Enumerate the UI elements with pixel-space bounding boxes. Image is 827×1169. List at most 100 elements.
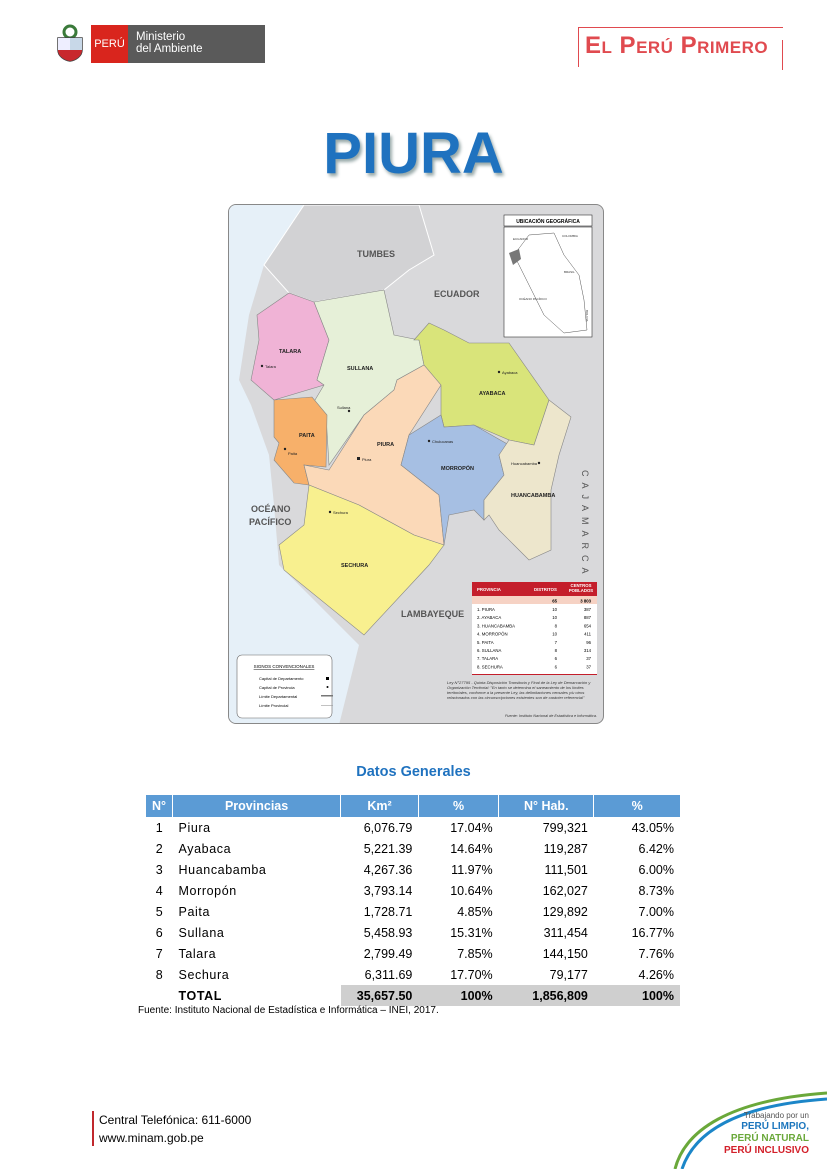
table-row: 2 Ayabaca 5,221.39 14.64% 119,287 6.42% [146,838,680,859]
map-table-cell: 5. PAITA [477,640,494,645]
table-cell: 7.00% [638,904,674,919]
label-pacifico: PACÍFICO [249,517,291,527]
table-row: 8 Sechura 6,311.69 17.70% 79,177 4.26% [146,964,680,985]
table-cell: 2 [155,841,163,856]
table-cell: 6,311.69 [364,967,413,982]
map-table-cell: 37 [586,664,591,669]
label-sullana: SULLANA [347,366,373,372]
total-cell: 100% [593,985,680,1006]
label-ecuador: ECUADOR [434,289,480,299]
table-cell: 5,221.39 [363,841,413,856]
map-table-cell: 8 [555,623,558,628]
table-cell: 8 [155,967,163,982]
table-cell: Paita [178,904,211,919]
el-peru-primero-logo: El Perú Primero [578,27,783,70]
col-header: Km² [340,795,419,817]
svg-text:UBICACIÓN GEOGRÁFICA: UBICACIÓN GEOGRÁFICA [516,217,580,225]
col-header: Provincias [172,795,342,817]
province-huancabamba [483,399,572,561]
map-table-cell: 314 [584,648,592,653]
map-table-cell: 6 [555,656,558,661]
table-cell: 15.31% [450,925,493,940]
table-cell: 4,267.36 [363,862,413,877]
districts-table: PROVINCIA DISTRITOS CENTROS POBLADOS 65 … [472,582,597,675]
map-table-header: CENTROS POBLADOS [568,583,594,593]
table-cell: 17.04% [450,820,493,835]
label-paita: PAITA [299,433,315,439]
svg-text:Ayabaca: Ayabaca [502,370,518,375]
table-cell: 162,027 [542,883,588,898]
map-table-cell: 6 [555,664,558,669]
table-cell: Sechura [178,967,230,982]
total-row: TOTAL 35,657.50 100% 1,856,809 100% [146,985,680,1006]
label-tumbes: TUMBES [357,249,395,259]
map-table-cell: 411 [584,632,591,637]
label-oceano: OCÉANO [251,504,291,514]
svg-text:3 803: 3 803 [580,599,591,604]
table-row: 4 Morropón 3,793.14 10.64% 162,027 8.73% [146,880,680,901]
label-cajamarca: CAJAMARCA [580,470,590,580]
table-cell: 6,076.79 [363,820,413,835]
svg-text:Sullana: Sullana [337,405,351,410]
table-cell: 7.85% [457,946,493,961]
col-header: % [418,795,500,817]
svg-text:BRASIL: BRASIL [564,270,575,274]
table-cell: 79,177 [549,967,588,982]
map-table-cell: 2. AYABACA [477,615,501,620]
map-table-cell: 6. SULLANA [477,648,501,653]
table-row: 1 Piura 6,076.79 17.04% 799,321 43.05% [146,817,680,838]
map-table-cell: 654 [584,623,592,628]
map-table-cell: 10 [552,632,557,637]
table-cell: 43.05% [631,820,674,835]
label-morropon: MORROPÓN [441,464,474,472]
page-title: PIURA [323,121,504,186]
map-table-cell: 10 [552,615,557,620]
table-source: Fuente: Instituto Nacional de Estadístic… [138,1005,439,1016]
table-row: 7 Talara 2,799.49 7.85% 144,150 7.76% [146,943,680,964]
svg-text:COLOMBIA: COLOMBIA [562,234,578,238]
table-row: 3 Huancabamba 4,267.36 11.97% 111,501 6.00% [146,859,680,880]
svg-text:BOLIVIA: BOLIVIA [585,310,589,322]
table-cell: Talara [178,946,217,961]
table-cell: 6 [155,925,163,940]
map-table-cell: 4. MORROPÓN [477,632,508,637]
label-huancabamba: HUANCABAMBA [511,493,555,499]
table-cell: Sullana [178,925,225,940]
map-table-cell: 37 [586,656,591,661]
svg-text:OCÉANO PACÍFICO: OCÉANO PACÍFICO [519,296,547,301]
label-sechura: SECHURA [341,563,368,569]
table-cell: 1 [155,820,163,835]
svg-text:Capital de Departamento: Capital de Departamento [259,676,304,681]
svg-text:65: 65 [552,599,557,604]
map-table-cell: 3. HUANCABAMBA [477,623,515,628]
svg-text:ECUADOR: ECUADOR [513,237,529,241]
coat-of-arms-logo [57,24,83,62]
col-header: N° Hab. [498,795,595,817]
svg-text:PROVINCIA: PROVINCIA [477,587,501,592]
total-cell: TOTAL [178,988,223,1003]
svg-text:SIGNOS CONVENCIONALES: SIGNOS CONVENCIONALES [254,664,315,669]
total-cell [146,985,173,1006]
table-cell: 2,799.49 [363,946,413,961]
table-cell: 5 [155,904,163,919]
peru-limpio-logo: Trabajando por un PERÚ LIMPIO, PERÚ NATU… [670,1085,827,1169]
footer-website[interactable]: www.minam.gob.pe [99,1131,204,1145]
total-cell: 100% [418,985,499,1006]
table-cell: Huancabamba [178,862,267,877]
map-table-cell: 7. TALARA [477,656,498,661]
label-talara: TALARA [279,349,301,355]
table-cell: 1,728.71 [363,904,413,919]
map-table-cell: 8 [555,648,558,653]
svg-text:Sechura: Sechura [333,510,349,515]
map-table-cell: 387 [584,607,592,612]
table-cell: 5,458.93 [363,925,413,940]
table-cell: Morropón [178,883,237,898]
col-header: % [593,795,680,817]
section-title: Datos Generales [356,764,471,780]
map-table-cell: 8. SECHURA [477,664,503,669]
map-note: Ley N°27795 - Quinta Disposición Transit… [447,680,591,700]
ministry-line2: del Ambiente [136,43,203,55]
table-cell: 799,321 [542,820,588,835]
table-cell: 4.26% [638,967,674,982]
table-cell: 129,892 [542,904,588,919]
